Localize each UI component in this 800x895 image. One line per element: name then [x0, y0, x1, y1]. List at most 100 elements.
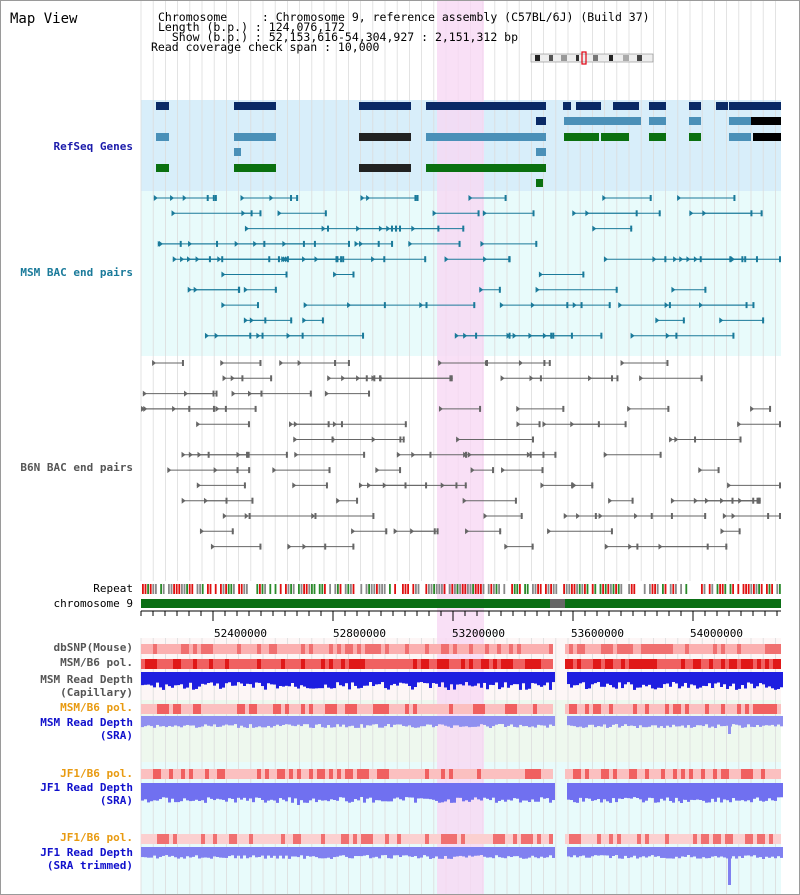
- polymorphism-cell: [245, 834, 249, 844]
- repeat-element: [277, 584, 279, 594]
- repeat-element: [412, 584, 415, 594]
- track-label-dbsnp[interactable]: dbSNP(Mouse): [53, 641, 133, 654]
- polymorphism-cell: [401, 644, 405, 654]
- polymorphism-cell: [417, 644, 421, 654]
- polymorphism-cell: [609, 644, 613, 654]
- polymorphism-cell: [473, 704, 477, 714]
- track-label-msm-depth-capillary[interactable]: MSM Read Depth: [40, 673, 133, 686]
- polymorphism-cell: [465, 644, 469, 654]
- b6n-bac-pair-end: [704, 513, 707, 519]
- repeat-element: [495, 584, 498, 594]
- read-depth-bar: [348, 847, 351, 859]
- read-depth-bar: [624, 672, 627, 685]
- repeat-element: [292, 584, 295, 594]
- repeat-element: [477, 584, 480, 594]
- read-depth-bar: [738, 716, 741, 726]
- polymorphism-cell: [185, 659, 189, 669]
- msm-bac-pair-end: [608, 302, 611, 309]
- read-depth-bar: [408, 783, 411, 798]
- read-depth-bar: [207, 783, 210, 798]
- gene-strand-arrow: [729, 133, 735, 141]
- read-depth-bar: [276, 672, 279, 689]
- read-depth-bar: [198, 672, 201, 687]
- polymorphism-cell: [273, 704, 277, 714]
- track-label-jf1-depth-sra[interactable]: JF1 Read Depth: [40, 781, 133, 794]
- msm-bac-pair-end: [296, 195, 299, 201]
- polymorphism-cell: [213, 834, 217, 844]
- repeat-element: [591, 584, 594, 594]
- polymorphism-cell: [585, 704, 589, 714]
- repeat-element: [461, 584, 464, 594]
- polymorphism-cell: [253, 704, 257, 714]
- gene-strand-arrow: [649, 117, 655, 125]
- polymorphism-cell: [673, 834, 677, 844]
- repeat-element: [196, 584, 199, 594]
- b6n-bac-pair-end: [604, 543, 609, 550]
- polymorphism-cell: [541, 644, 545, 654]
- b6n-bac-pair-end: [222, 513, 227, 519]
- read-depth-bar: [171, 783, 174, 799]
- read-depth-bar: [522, 783, 525, 801]
- read-depth-bar: [552, 716, 555, 726]
- msm-bac-pair-end: [458, 240, 461, 247]
- repeat-element: [779, 584, 781, 594]
- msm-bac-pair-end: [281, 256, 286, 263]
- repeat-element: [675, 584, 677, 594]
- msm-bac-pair-end: [572, 302, 577, 309]
- track-label-msm-b6-pol-1[interactable]: MSM/B6 pol.: [60, 656, 133, 669]
- polymorphism-cell: [625, 834, 629, 844]
- b6n-bac-pair-end: [311, 513, 316, 519]
- read-depth-bar: [531, 672, 534, 684]
- track-label-refseq[interactable]: RefSeq Genes: [53, 140, 133, 153]
- polymorphism-cell: [393, 834, 397, 844]
- read-depth-bar: [327, 672, 330, 688]
- polymorphism-cell: [333, 769, 337, 779]
- msm-bac-pair-end: [180, 256, 185, 263]
- polymorphism-cell: [757, 644, 761, 654]
- polymorphism-cell: [625, 644, 629, 654]
- repeat-element: [272, 584, 274, 594]
- track-label-msm-depth-sra[interactable]: MSM Read Depth: [40, 716, 133, 729]
- polymorphism-cell: [473, 659, 477, 669]
- polymorphism-cell: [633, 769, 637, 779]
- repeat-element: [695, 584, 698, 594]
- read-depth-bar: [342, 847, 345, 856]
- polymorphism-cell: [321, 834, 325, 844]
- read-depth-bar: [282, 716, 285, 725]
- track-label-jf1-depth-trimmed[interactable]: JF1 Read Depth: [40, 846, 133, 859]
- b6n-bac-pair-end: [542, 421, 547, 428]
- polymorphism-cell: [233, 834, 237, 844]
- gene-strand-arrow: [649, 102, 655, 110]
- read-depth-bar: [531, 783, 534, 800]
- read-depth-bar: [447, 783, 450, 800]
- polymorphism-cell: [205, 704, 209, 714]
- repeat-element: [399, 584, 402, 594]
- polymorphism-cell: [645, 644, 649, 654]
- read-depth-bar: [324, 672, 327, 685]
- axis-tick-label: 53600000: [571, 627, 624, 640]
- track-label-msm-b6-pol-2[interactable]: MSM/B6 pol.: [60, 701, 133, 714]
- b6n-bac-pair-end: [722, 513, 727, 519]
- read-depth-bar: [762, 847, 765, 859]
- track-label-b6n-bac[interactable]: B6N BAC end pairs: [20, 461, 133, 474]
- polymorphism-cell: [537, 769, 541, 779]
- read-depth-bar: [402, 783, 405, 801]
- polymorphism-cell: [633, 644, 637, 654]
- read-depth-bar: [681, 672, 684, 687]
- polymorphism-cell: [253, 834, 257, 844]
- read-depth-bar: [633, 672, 636, 690]
- polymorphism-cell: [529, 704, 533, 714]
- read-depth-bar: [705, 847, 708, 859]
- track-label-msm-bac[interactable]: MSM BAC end pairs: [20, 266, 133, 279]
- msm-bac-pair-end: [668, 302, 671, 309]
- polymorphism-cell: [617, 834, 621, 844]
- repeat-element: [667, 584, 669, 594]
- track-label-jf1-b6-pol-1[interactable]: JF1/B6 pol.: [60, 767, 133, 780]
- polymorphism-cell: [753, 659, 757, 669]
- polymorphism-cell: [693, 644, 697, 654]
- polymorphism-cell: [649, 704, 653, 714]
- read-depth-bar: [144, 672, 147, 685]
- b6n-bac-pair-end: [514, 497, 517, 504]
- track-label-jf1-b6-pol-2[interactable]: JF1/B6 pol.: [60, 831, 133, 844]
- msm-bac-pair-end: [268, 256, 271, 263]
